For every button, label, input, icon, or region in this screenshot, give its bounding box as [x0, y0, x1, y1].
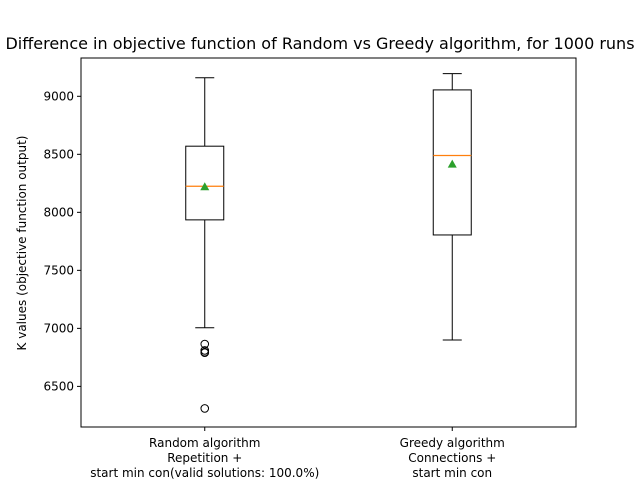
outlier-point: [200, 339, 210, 349]
chart-title: Difference in objective function of Rand…: [5, 34, 634, 53]
outlier-point: [200, 404, 210, 413]
box: [432, 89, 472, 236]
y-axis-label: K values (objective function output): [15, 136, 29, 351]
outlier-point: [200, 348, 210, 358]
y-tick-label: 8500: [43, 147, 74, 161]
x-tick-label: Random algorithm Repetition + start min co…: [90, 436, 319, 480]
mean-marker: [447, 159, 457, 168]
x-tick-label: Greedy algorithm Connections + start min c…: [400, 436, 505, 480]
mean-marker: [200, 182, 210, 191]
y-tick-label: 7500: [43, 263, 74, 277]
y-tick-label: 6500: [43, 379, 74, 393]
y-tick-label: 7000: [43, 321, 74, 335]
plot-frame: [80, 57, 577, 428]
y-tick-label: 9000: [43, 89, 74, 103]
plot-area: 6500 7000 7500 8000 8500 9000 Random algorithm…: [43, 57, 577, 480]
box: [185, 145, 225, 221]
y-tick-label: 8000: [43, 205, 74, 219]
